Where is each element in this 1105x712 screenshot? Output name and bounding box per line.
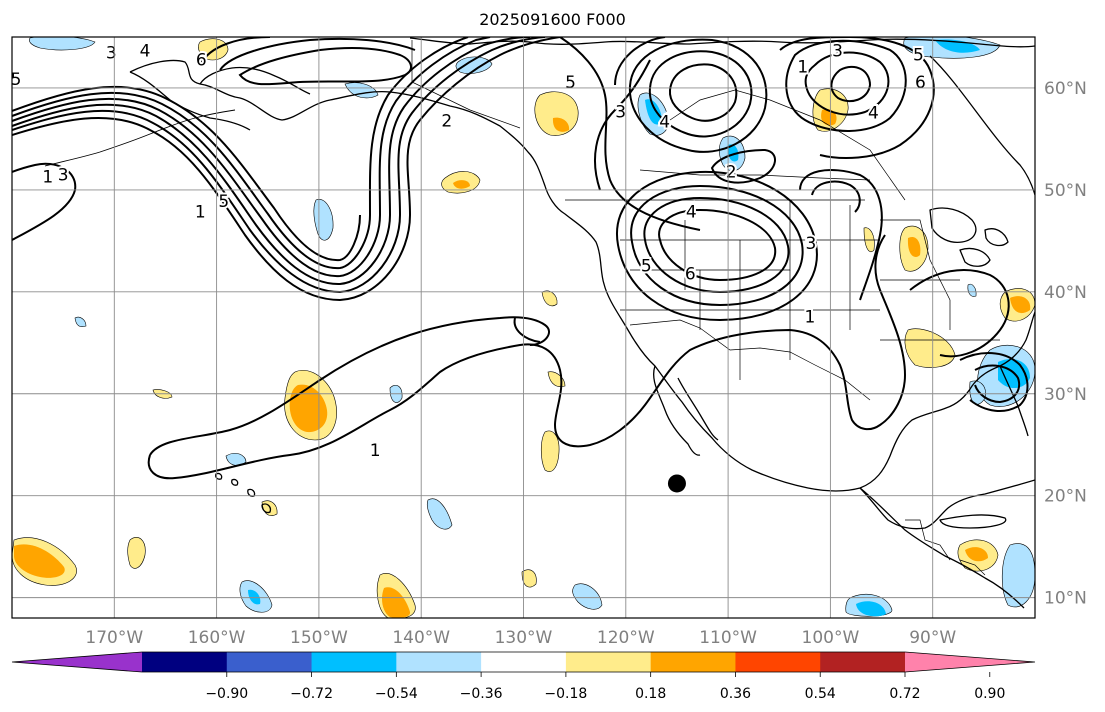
positive-anomaly-patch bbox=[289, 384, 328, 433]
positive-anomaly-patch bbox=[1010, 296, 1031, 314]
positive-anomaly-patch bbox=[540, 430, 560, 472]
map-title: 2025091600 F000 bbox=[479, 10, 626, 29]
colorbar-outline bbox=[11, 651, 1036, 673]
contour-label: 5 bbox=[11, 70, 22, 90]
longitude-label: 90°W bbox=[909, 628, 956, 648]
positive-anomaly-patch bbox=[453, 180, 470, 189]
positive-anomaly-patch bbox=[907, 236, 921, 257]
longitude-label: 120°W bbox=[597, 628, 655, 648]
negative-anomaly-patch bbox=[727, 144, 739, 162]
latitude-label: 50°N bbox=[1044, 181, 1087, 201]
colorbar-segment bbox=[565, 652, 652, 672]
positive-anomaly-patch bbox=[198, 38, 229, 61]
latitude-label: 20°N bbox=[1044, 487, 1087, 507]
longitude-label: 170°W bbox=[85, 628, 143, 648]
negative-anomaly-patch bbox=[572, 583, 603, 610]
longitude-label: 110°W bbox=[699, 628, 757, 648]
colorbar: −0.90 −0.72 −0.54 −0.36 −0.18 0.18 0.36 0.54 0.7… bbox=[11, 651, 1036, 702]
longitude-label: 130°W bbox=[495, 628, 553, 648]
colorbar-segment bbox=[142, 652, 228, 672]
contour-label: 1 bbox=[797, 58, 808, 78]
colorbar-tick-label: −0.90 bbox=[205, 686, 248, 702]
contour-label: 4 bbox=[686, 202, 697, 222]
colorbar-tick-label: 0.54 bbox=[805, 686, 836, 702]
positive-anomaly-patch bbox=[821, 109, 837, 126]
colorbar-segment bbox=[311, 652, 397, 672]
latitude-label: 40°N bbox=[1044, 283, 1087, 303]
contour-label: 3 bbox=[832, 41, 843, 61]
latitude-label: 10°N bbox=[1044, 589, 1087, 609]
contour-label: 6 bbox=[196, 50, 207, 70]
contour-label: 1 bbox=[195, 202, 206, 222]
contour-label: 4 bbox=[868, 103, 879, 123]
lat-lon-grid bbox=[12, 37, 1035, 618]
contour-label: 5 bbox=[641, 256, 652, 276]
contour-label: 2 bbox=[441, 112, 452, 132]
positive-anomaly-patch bbox=[14, 544, 65, 578]
colorbar-tick-label: 0.72 bbox=[889, 686, 920, 702]
colorbar-segment bbox=[396, 652, 482, 672]
colorbar-extend-high bbox=[905, 652, 1035, 672]
colorbar-tick-label: 0.90 bbox=[974, 686, 1005, 702]
longitude-label: 140°W bbox=[392, 628, 450, 648]
colorbar-tick-label: 0.36 bbox=[720, 686, 751, 702]
contour-lines bbox=[12, 37, 1029, 480]
contour-label: 1 bbox=[805, 307, 816, 327]
positive-anomaly-patch bbox=[541, 290, 558, 307]
longitude-label: 100°W bbox=[802, 628, 860, 648]
longitude-labels: 170°W 160°W 150°W 140°W 130°W 120°W 110°W 100°W… bbox=[85, 628, 956, 648]
contour-label: 4 bbox=[140, 41, 151, 61]
map-frame bbox=[11, 36, 1036, 619]
contour-label: 6 bbox=[685, 264, 696, 284]
positive-anomaly-patch bbox=[382, 587, 411, 618]
storm-center-dot bbox=[667, 474, 686, 493]
contour-label: 3 bbox=[806, 234, 817, 254]
negative-anomaly-patch bbox=[426, 498, 453, 530]
positive-anomaly-patch bbox=[965, 547, 988, 562]
contour-label: 3 bbox=[58, 166, 69, 186]
latitude-label: 30°N bbox=[1044, 385, 1087, 405]
latitude-label: 60°N bbox=[1044, 79, 1087, 99]
negative-anomaly-patch bbox=[225, 453, 247, 466]
colorbar-tick-label: −0.18 bbox=[544, 686, 587, 702]
latitude-labels: 60°N 50°N 40°N 30°N 20°N 10°N bbox=[1044, 79, 1087, 609]
colorbar-segment bbox=[735, 652, 821, 672]
negative-anomaly-patch bbox=[29, 37, 96, 51]
negative-anomaly-patch bbox=[856, 601, 886, 617]
contour-label: 3 bbox=[615, 102, 626, 122]
contour-label: 4 bbox=[659, 113, 670, 133]
contour-label: 5 bbox=[565, 73, 576, 93]
positive-anomaly-patch bbox=[552, 117, 570, 132]
colorbar-segment bbox=[820, 652, 906, 672]
negative-anomaly-patch bbox=[344, 82, 379, 99]
positive-anomaly-patch bbox=[904, 328, 956, 368]
colorbar-tick-label: −0.72 bbox=[290, 686, 333, 702]
negative-anomaly-patch bbox=[74, 316, 87, 328]
colorbar-tick-label: −0.54 bbox=[375, 686, 418, 702]
colorbar-tick-label: −0.36 bbox=[460, 686, 503, 702]
contour-label: 1 bbox=[42, 168, 53, 188]
colorbar-extend-low bbox=[12, 652, 142, 672]
longitude-label: 150°W bbox=[290, 628, 348, 648]
contour-label: 6 bbox=[915, 73, 926, 93]
colorbar-tick-label: 0.18 bbox=[635, 686, 666, 702]
contour-label: 2 bbox=[726, 163, 737, 183]
contour-label: 3 bbox=[106, 43, 117, 63]
contour-label: 1 bbox=[370, 441, 381, 461]
longitude-label: 160°W bbox=[188, 628, 246, 648]
negative-anomaly-patch bbox=[1001, 543, 1035, 608]
negative-anomaly-patch bbox=[248, 589, 261, 605]
contour-label: 5 bbox=[913, 45, 924, 65]
colorbar-segment bbox=[481, 652, 567, 672]
negative-anomaly-patch bbox=[967, 283, 977, 297]
coastlines bbox=[44, 37, 1035, 609]
colorbar-segment bbox=[650, 652, 736, 672]
contour-label: 5 bbox=[218, 192, 229, 212]
colorbar-segment bbox=[226, 652, 313, 672]
positive-anomaly-patch bbox=[127, 536, 146, 569]
negative-anomaly-patch bbox=[645, 99, 662, 125]
